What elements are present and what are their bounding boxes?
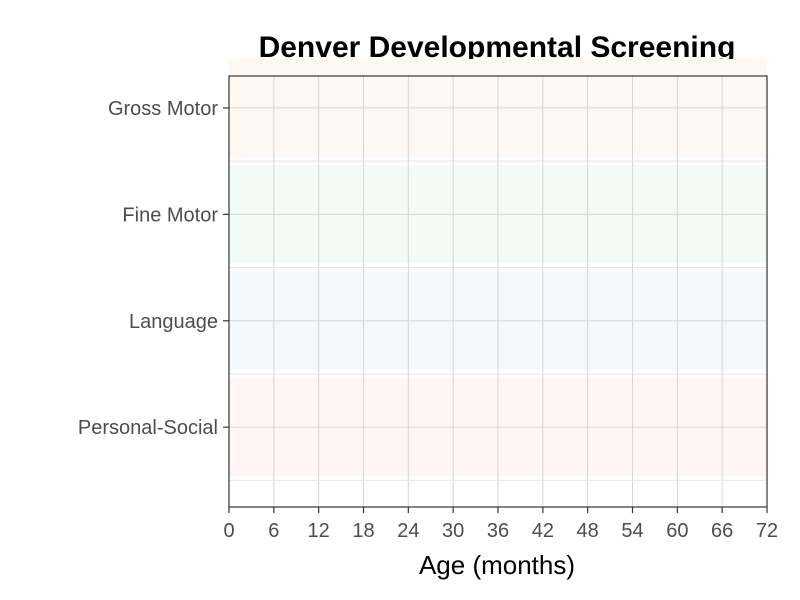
x-tick-label: 0	[223, 520, 234, 542]
x-axis-title: Age (months)	[419, 550, 575, 580]
y-category-label: Fine Motor	[122, 204, 218, 226]
x-tick-label: 6	[268, 520, 279, 542]
y-category-label: Personal-Social	[78, 417, 218, 439]
x-tick-label: 48	[577, 520, 599, 542]
x-tick-label: 42	[532, 520, 554, 542]
x-tick-label: 18	[352, 520, 374, 542]
x-tick-label: 72	[756, 520, 778, 542]
plot-area: 0 6 12 18 24 30 36 42 48 54 60 66 72 Gross Motor Fine …	[78, 58, 778, 542]
x-tick-label: 24	[397, 520, 419, 542]
x-tick-label: 60	[666, 520, 688, 542]
x-tick-label: 12	[308, 520, 330, 542]
x-tick-label: 36	[487, 520, 509, 542]
x-tick-label: 54	[621, 520, 643, 542]
chart-title: Denver Developmental Screening	[259, 31, 736, 64]
y-category-label: Gross Motor	[108, 98, 218, 120]
x-tick-label: 30	[442, 520, 464, 542]
y-category-label: Language	[129, 311, 218, 333]
x-tick-label: 66	[711, 520, 733, 542]
